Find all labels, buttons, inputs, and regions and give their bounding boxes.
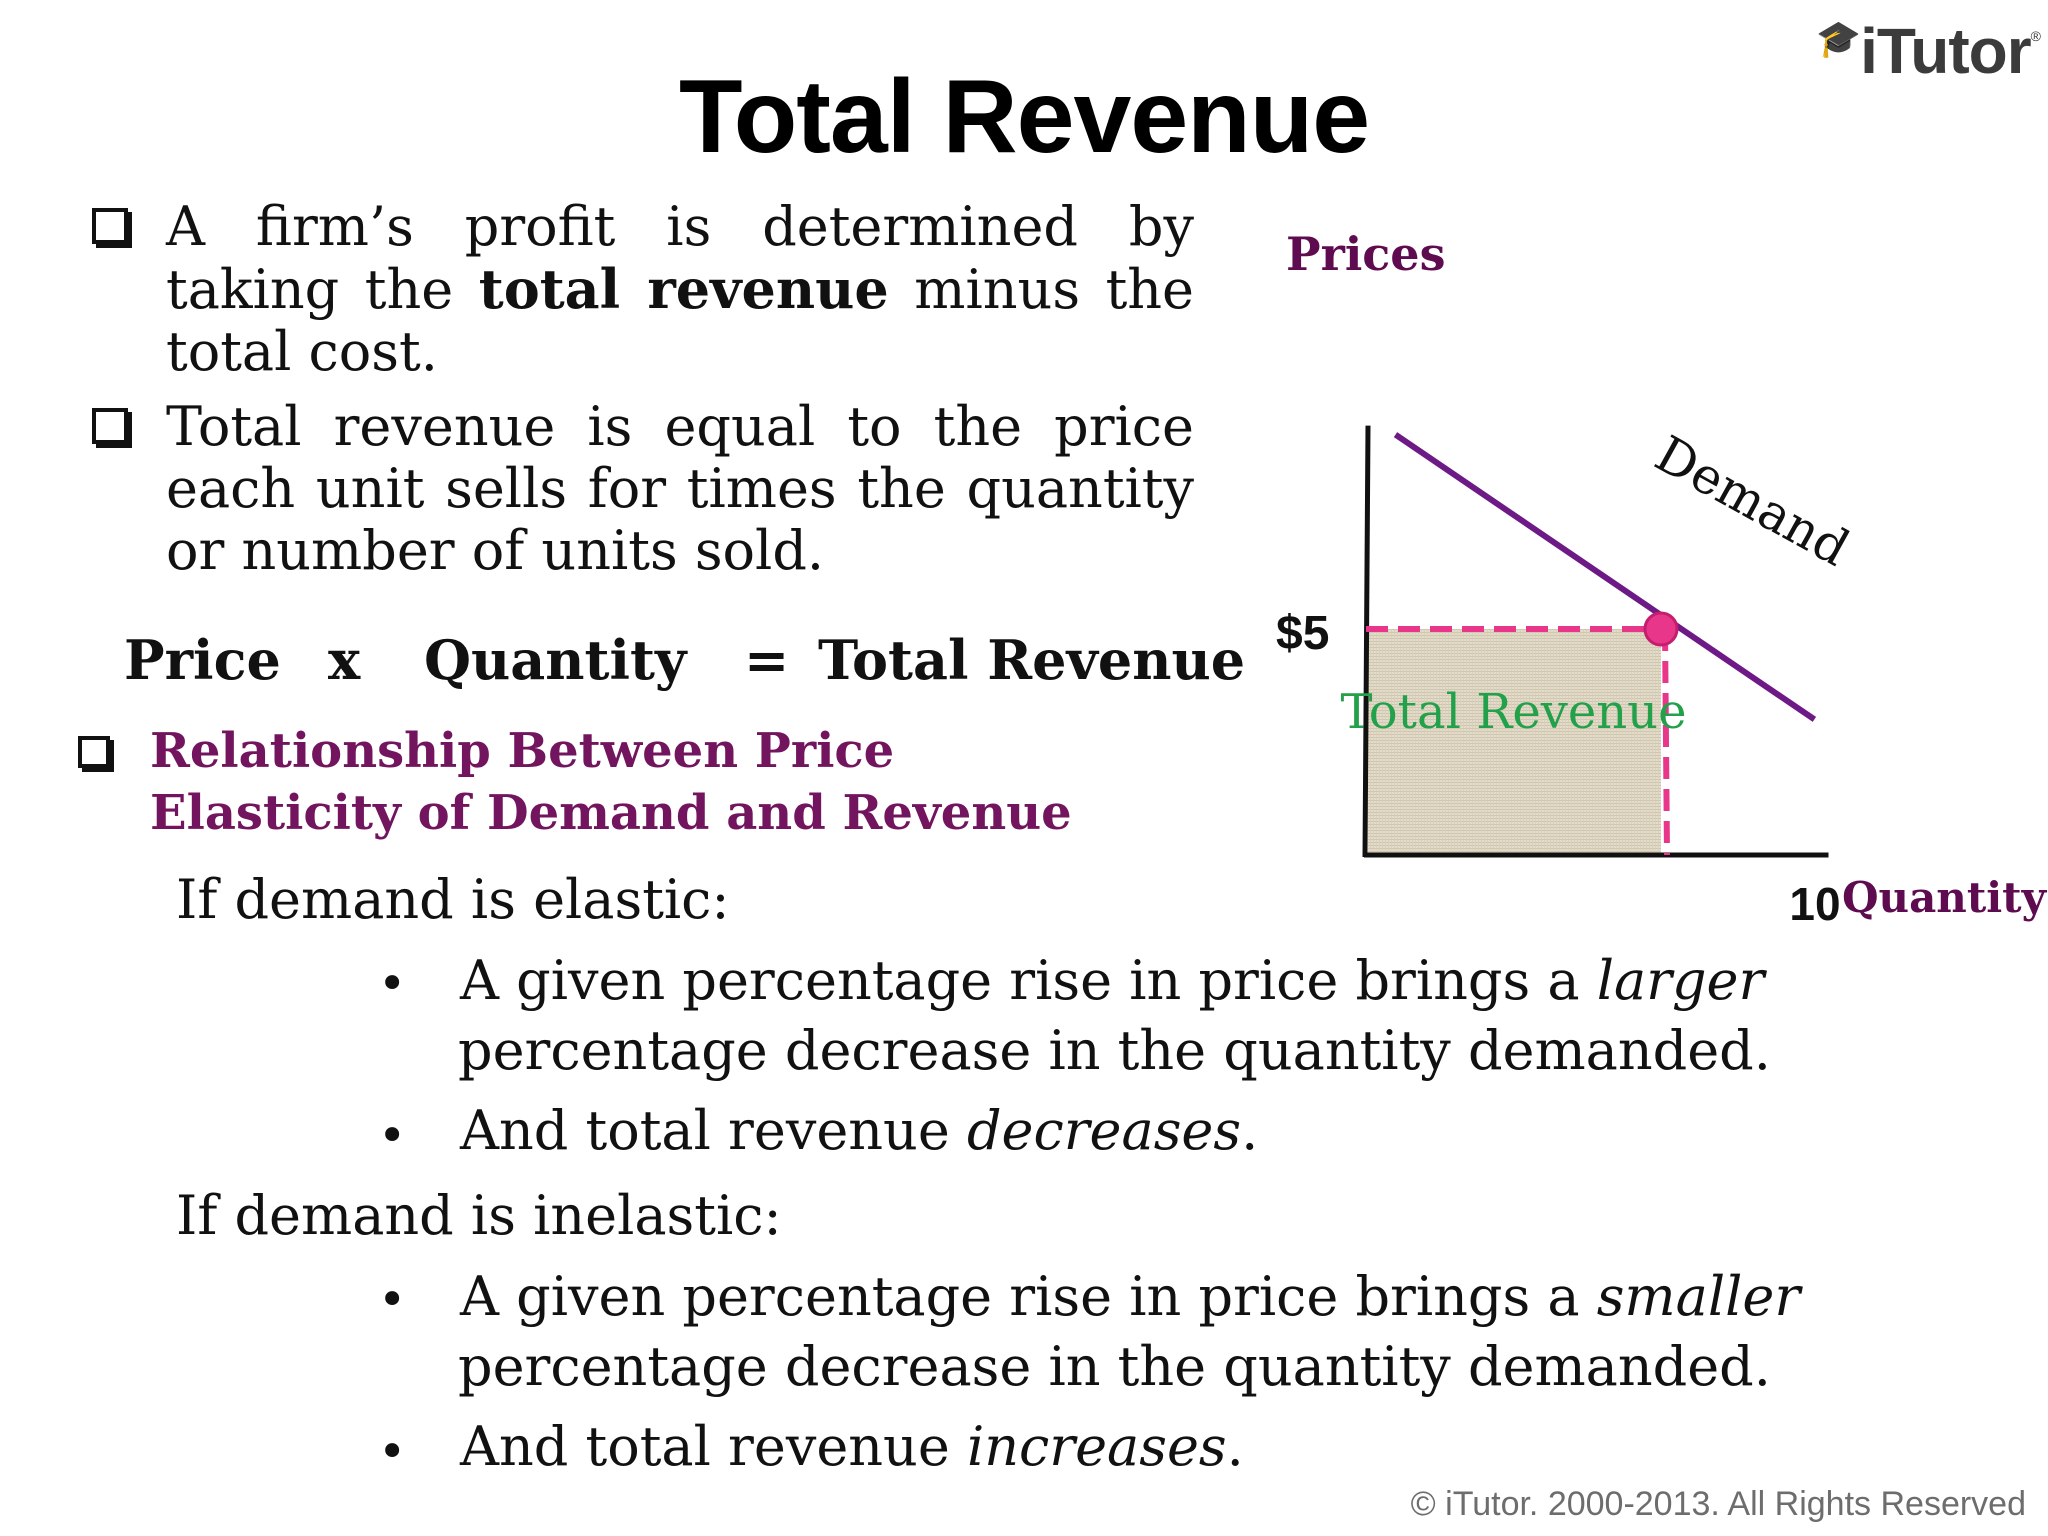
equilibrium-point — [1643, 611, 1679, 647]
total-revenue-area — [1368, 629, 1661, 855]
slide-title: Total Revenue — [678, 59, 1370, 175]
elastic-bullet-1-line2: percentage decrease in the quantity dema… — [458, 1019, 1771, 1082]
checkbox-bullet-icon — [92, 408, 128, 444]
relationship-heading-line1: Relationship Between Price — [150, 723, 895, 779]
elastic-bullet-1: A given percentage rise in price brings … — [460, 949, 1765, 1012]
formula-result: Total Revenue — [818, 628, 1246, 692]
itutor-logo: 🎓iTutor® — [1816, 15, 2041, 87]
elastic-label: If demand is elastic: — [176, 868, 730, 931]
quantity-guide-line — [1662, 628, 1670, 856]
formula-quantity: Quantity — [424, 628, 687, 692]
elastic-bullet-2: And total revenue decreases. — [460, 1099, 1259, 1162]
bullet-icon: • — [378, 1424, 407, 1480]
bullet-icon: • — [378, 1108, 407, 1164]
inelastic-bullet-1-line2: percentage decrease in the quantity dema… — [458, 1335, 1771, 1398]
intro-paragraph-2: Total revenue is equal to the price each… — [166, 395, 1194, 582]
inelastic-label: If demand is inelastic: — [176, 1184, 782, 1247]
total-revenue-label: Total Revenue — [1340, 684, 1686, 740]
inelastic-bullet-2: And total revenue increases. — [460, 1415, 1244, 1478]
graduation-cap-icon: 🎓 — [1816, 18, 1861, 59]
formula-equals: = — [744, 628, 790, 692]
bullet-icon: • — [378, 1272, 407, 1328]
formula-times: x — [328, 628, 361, 692]
demand-line — [1393, 432, 1817, 722]
copyright-notice: © iTutor. 2000-2013. All Rights Reserved — [1410, 1485, 2026, 1523]
intro-paragraph-1: A firm’s profit is determined by taking … — [166, 195, 1195, 383]
relationship-heading-line2: Elasticity of Demand and Revenue — [150, 785, 1072, 841]
inelastic-bullet-1: A given percentage rise in price brings … — [460, 1265, 1801, 1328]
bullet-icon: • — [378, 956, 407, 1012]
checkbox-bullet-icon — [92, 208, 128, 244]
x-axis-title: Quantity — [1842, 873, 2048, 922]
checkbox-bullet-icon — [78, 736, 110, 768]
demand-label: Demand — [1646, 425, 1859, 578]
y-axis-title: Prices — [1286, 227, 1445, 281]
x-tick-label: 10 — [1789, 878, 1840, 930]
y-axis — [1362, 425, 1371, 858]
formula-price: Price — [124, 628, 281, 692]
y-tick-label: $5 — [1276, 607, 1329, 660]
demand-chart: Prices $5 10 Quantity Total Revenue Demand — [1276, 227, 2048, 930]
